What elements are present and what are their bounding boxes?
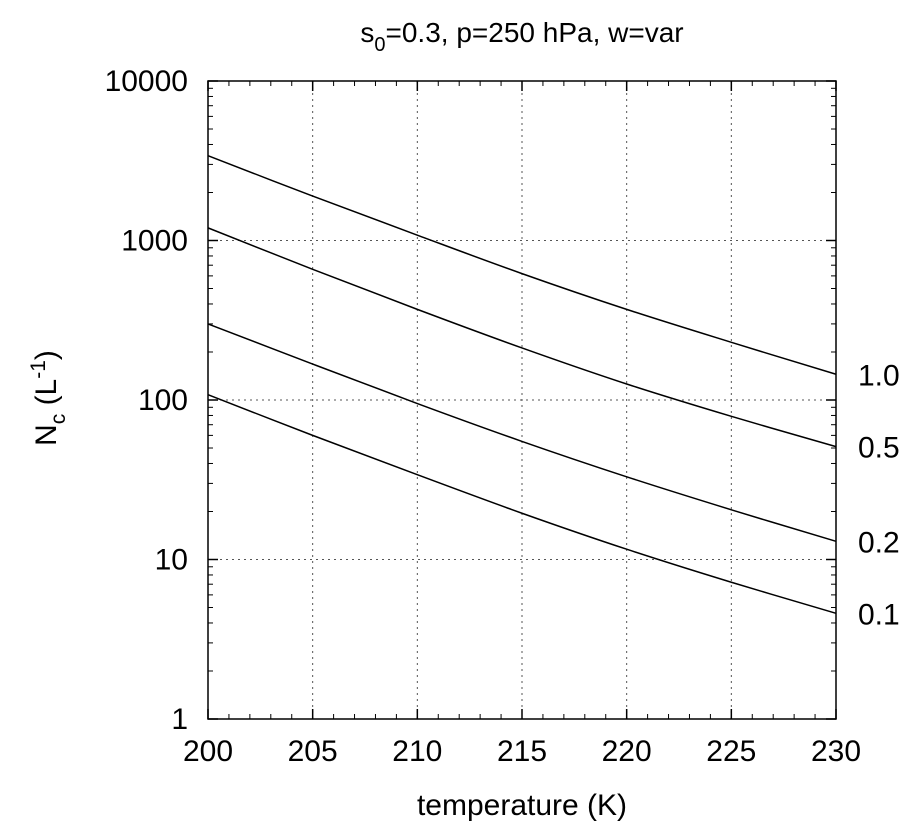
series-line	[207, 227, 837, 448]
series-label: 1.0	[858, 359, 900, 392]
series-lines	[207, 155, 837, 615]
y-tick-label: 1	[171, 703, 188, 736]
series-label: 0.2	[858, 526, 900, 559]
y-tick-label: 100	[138, 384, 188, 417]
x-tick-label: 210	[392, 735, 442, 768]
y-tick-label: 10	[155, 544, 188, 577]
x-tick-label: 230	[811, 735, 861, 768]
grid	[208, 81, 836, 719]
series-label: 0.5	[858, 432, 900, 465]
x-tick-label: 225	[706, 735, 756, 768]
x-axis-label: temperature (K)	[417, 789, 627, 822]
series-line	[207, 155, 837, 375]
axes	[207, 80, 837, 720]
y-tick-label: 1000	[121, 225, 188, 258]
x-tick-label: 205	[288, 735, 338, 768]
tick-labels: 200 205 210 215 220 225 230 1 10 100 1000 10000	[105, 65, 861, 768]
chart-title: s0=0.3, p=250 hPa, w=var	[360, 17, 683, 56]
y-tick-label: 10000	[105, 65, 188, 98]
series-label: 0.1	[858, 598, 900, 631]
series-line	[207, 323, 837, 543]
y-axis-label: Nc (L-1)	[27, 350, 70, 446]
series-line	[207, 393, 837, 615]
series-labels: 1.0 0.5 0.2 0.1	[858, 359, 900, 631]
x-tick-label: 220	[602, 735, 652, 768]
x-tick-label: 215	[497, 735, 547, 768]
x-tick-label: 200	[183, 735, 233, 768]
